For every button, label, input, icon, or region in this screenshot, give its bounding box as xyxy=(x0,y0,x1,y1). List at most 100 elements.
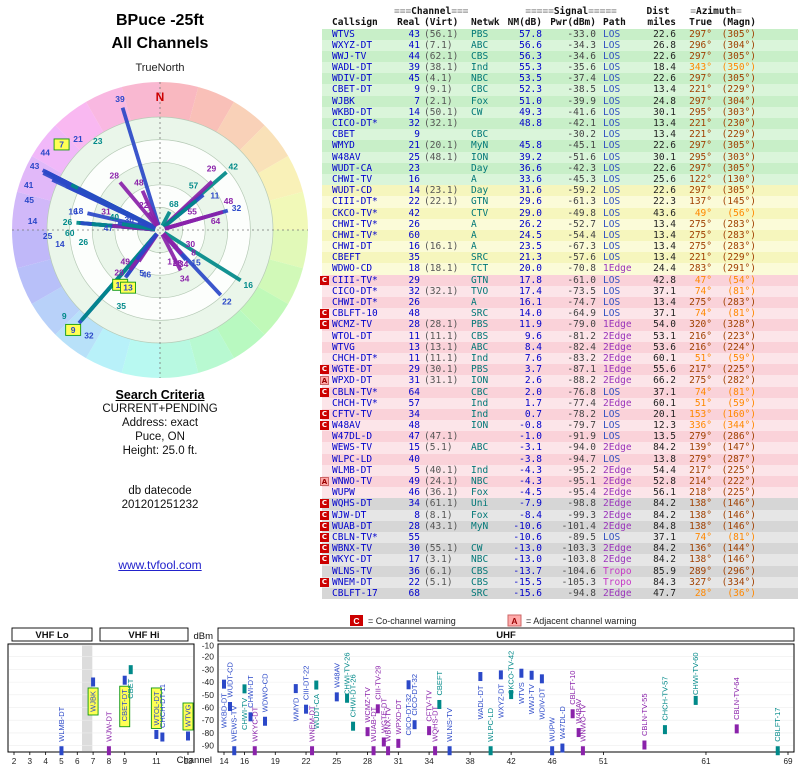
svg-text:WKBD-DT: WKBD-DT xyxy=(220,693,229,728)
table-row: A WPXD-DT 31 (31.1) ION 2.6 -88.2 2Edge 66.2 275°… xyxy=(320,375,798,387)
svg-text:25: 25 xyxy=(43,231,53,241)
radar-spoke: 34 xyxy=(160,233,190,283)
svg-text:-10: -10 xyxy=(202,640,215,650)
svg-text:WPXD-DT: WPXD-DT xyxy=(394,699,403,734)
svg-text:34: 34 xyxy=(425,757,435,766)
table-row: CICO-DT* 32 (32.1) 48.8 -42.1 LOS 13.4 221° (230… xyxy=(322,118,798,130)
svg-text:CHWI-TV: CHWI-TV xyxy=(240,698,249,730)
svg-text:32: 32 xyxy=(232,203,242,213)
tvfool-link[interactable]: www.tvfool.com xyxy=(118,558,202,572)
svg-text:6: 6 xyxy=(75,757,80,766)
svg-text:45: 45 xyxy=(25,195,35,205)
legend-adjacent-text: = Adjacent channel warning xyxy=(526,616,636,626)
radar-spoke: 55 xyxy=(164,206,197,231)
search-criteria-heading: Search Criteria xyxy=(115,388,205,402)
table-body: WTVS 43 (56.1) PBS 57.8 -33.0 LOS 22.6 297° (305°… xyxy=(320,28,798,600)
svg-text:CBET: CBET xyxy=(126,678,135,698)
radar-spoke: 22 xyxy=(139,200,159,227)
band-gap-shade xyxy=(82,645,93,751)
svg-text:WQHS-DT: WQHS-DT xyxy=(431,705,440,741)
table-row: WWJ-TV 44 (62.1) CBS 56.3 -34.6 LOS 22.6 297° (30… xyxy=(322,50,798,63)
radar-spoke: 17 xyxy=(161,232,178,266)
svg-text:WNEM-DT: WNEM-DT xyxy=(308,705,317,742)
true-north-label: TrueNorth xyxy=(135,62,185,74)
svg-text:26: 26 xyxy=(63,217,73,227)
svg-text:28: 28 xyxy=(363,757,373,766)
svg-text:9: 9 xyxy=(71,325,76,335)
table-row: CICO-DT* 32 (32.1) TVO 17.4 -73.5 LOS 37.1 74° (8… xyxy=(322,285,798,297)
station-marker: WTVS xyxy=(517,668,526,704)
svg-text:CBEFT: CBEFT xyxy=(435,670,444,695)
svg-text:43: 43 xyxy=(30,161,40,171)
station-marker: WMYD xyxy=(291,684,300,721)
table-row: CHCH-DT* 11 (11.1) Ind 7.6 -83.2 2Edge 60.1 51°(… xyxy=(322,352,798,365)
station-marker: WLMB-DT xyxy=(57,706,66,756)
svg-text:A: A xyxy=(511,616,517,626)
station-marker: CBLFT-10 xyxy=(568,671,577,719)
table-row: WJBK 7 (2.1) Fox 51.0 -39.9 LOS 24.8 297° (304°) xyxy=(322,95,798,107)
svg-text:17: 17 xyxy=(167,256,177,266)
svg-text:CIII-TV-29: CIII-TV-29 xyxy=(373,666,382,700)
station-marker: CHWI-DT-26 xyxy=(349,674,358,731)
station-marker: CHWI-TV-60 xyxy=(691,652,700,705)
svg-text:W48AV: W48AV xyxy=(574,699,583,724)
report-subtitle: All Channels xyxy=(111,35,209,52)
table-row: C WQHS-DT 34 (61.1) Uni -7.9 -98.8 2Edge 84.2 138… xyxy=(320,498,798,510)
svg-text:WDWO-CD: WDWO-CD xyxy=(261,673,270,712)
svg-text:CFTV-TV: CFTV-TV xyxy=(425,690,434,721)
svg-text:2: 2 xyxy=(12,757,17,766)
svg-text:42: 42 xyxy=(229,161,239,171)
svg-text:CHWI-TV-60: CHWI-TV-60 xyxy=(691,652,700,695)
svg-text:11: 11 xyxy=(152,757,161,766)
criteria-source: CURRENT+PENDING xyxy=(102,403,218,415)
svg-text:16: 16 xyxy=(240,757,250,766)
station-marker: CIII-TV-29 xyxy=(373,666,382,714)
svg-text:-60: -60 xyxy=(202,703,215,713)
svg-text:W47DL-D: W47DL-D xyxy=(558,706,567,740)
table-row: CKCO-TV* 42 CTV 29.0 -49.8 LOS 43.6 49° (56°) xyxy=(322,207,798,219)
svg-text:CHCH-DT-11: CHCH-DT-11 xyxy=(158,684,167,728)
svg-text:64: 64 xyxy=(211,216,221,226)
co-channel-warning-badge: C xyxy=(320,409,329,419)
co-channel-warning-badge: C xyxy=(320,275,329,285)
station-marker: WPXD-DT xyxy=(394,699,403,748)
station-marker: WUAB-DT xyxy=(369,706,378,756)
svg-text:VHF Hi: VHF Hi xyxy=(128,630,159,641)
table-row: WEWS-TV 15 (5.1) ABC -3.1 -94.0 2Edge 84.2 139°(… xyxy=(322,442,798,454)
station-marker: WJBK xyxy=(87,677,99,716)
svg-text:CKCO-TV-42: CKCO-TV-42 xyxy=(507,651,516,695)
table-row: CBET 9 CBC -30.2 LOS 13.4 221° (229°) xyxy=(322,129,798,141)
svg-text:46: 46 xyxy=(142,269,152,279)
svg-text:5: 5 xyxy=(139,268,144,278)
station-marker: WLNS-TV xyxy=(445,708,454,756)
station-marker: W47DL-D xyxy=(558,706,567,753)
station-marker: CIII-DT-22 xyxy=(302,666,311,714)
table-row: CHWI-DT* 26 A 16.1 -74.7 LOS 13.4 275° (283°) xyxy=(322,297,798,309)
svg-text:-90: -90 xyxy=(202,741,215,751)
svg-text:22: 22 xyxy=(301,757,311,766)
svg-text:23: 23 xyxy=(93,136,103,146)
table-group-header: ≡≡≡Channel≡≡≡ ≡≡≡≡≡Signal≡≡≡≡≡ Dist ≡Azi… xyxy=(322,6,798,17)
station-marker: WUDT-CA xyxy=(312,680,321,729)
station-marker: WCMZ-TV xyxy=(363,687,372,737)
station-marker: CICO-DT-32 xyxy=(410,674,419,730)
svg-text:22: 22 xyxy=(222,297,232,307)
svg-text:WDIV-DT: WDIV-DT xyxy=(537,687,546,719)
svg-text:CHWI-DT: CHWI-DT xyxy=(246,675,255,708)
radar-spoke: 36 xyxy=(125,214,156,231)
table-row: C CIII-TV* 29 GTN 17.8 -61.0 LOS 42.8 47° (54°) xyxy=(320,274,798,286)
svg-text:WLNS-TV: WLNS-TV xyxy=(445,708,454,742)
svg-text:WMYD: WMYD xyxy=(291,697,300,721)
table-row: WDWO-CD 18 (18.1) TCT 20.0 -70.8 1Edge 24.4 283°… xyxy=(322,263,798,275)
station-marker: CBET-DT xyxy=(119,675,131,728)
table-row: W48AV 25 (48.1) ION 39.2 -51.6 LOS 30.1 295° (303… xyxy=(322,151,798,163)
table-row: CBET-DT 9 (9.1) CBC 52.3 -38.5 LOS 13.4 221° (229… xyxy=(322,84,798,96)
svg-text:WTVS: WTVS xyxy=(517,682,526,704)
svg-text:UHF: UHF xyxy=(496,630,516,641)
svg-text:13: 13 xyxy=(123,283,133,293)
station-marker: CHWI-TV-26 xyxy=(343,652,352,703)
svg-text:W48AV: W48AV xyxy=(332,663,341,688)
table-row: C CBLN-TV* 55 -10.6 -89.5 LOS 37.1 74° (81°) xyxy=(320,531,798,544)
radar-spoke: 16 xyxy=(163,231,253,290)
